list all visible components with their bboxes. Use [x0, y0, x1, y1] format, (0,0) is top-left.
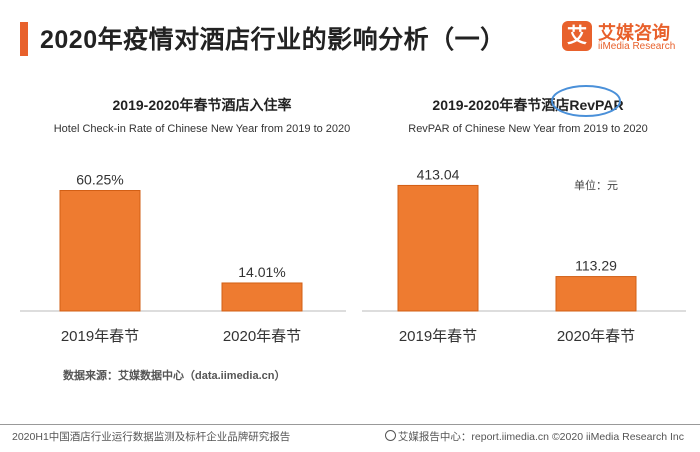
chart2-value-label-2: 113.29: [575, 258, 617, 274]
chart2-value-label-1: 413.04: [417, 166, 460, 182]
globe-icon: [384, 430, 396, 441]
chart2-title: 2019-2020年春节酒店RevPAR: [432, 97, 624, 113]
footer-credit: 艾媒报告中心：report.iimedia.cn ©2020 iiMedia R…: [384, 429, 684, 444]
logo: 艾 艾媒咨询 iiMedia Research: [562, 19, 690, 57]
footer-credit-text: 艾媒报告中心：report.iimedia.cn ©2020 iiMedia R…: [397, 431, 684, 443]
source-note: 数据来源：艾媒数据中心（data.iimedia.cn）: [63, 370, 286, 382]
chart1-value-label-2: 14.01%: [238, 264, 285, 280]
chart1-subtitle: Hotel Check-in Rate of Chinese New Year …: [53, 123, 351, 135]
chart2-bar-2: [555, 276, 637, 312]
chart1-bar-1: [59, 190, 141, 312]
page-title: 2020年疫情对酒店行业的影响分析（一）: [40, 26, 506, 54]
chart2-category-label-1: 2019年春节: [399, 328, 477, 345]
revpar-highlight-circle: [551, 85, 621, 117]
footer-divider: [0, 424, 700, 425]
chart1-category-label-1: 2019年春节: [61, 328, 139, 345]
chart1-bar-2: [221, 282, 303, 312]
footer-report-name: 2020H1中国酒店行业运行数据监测及标杆企业品牌研究报告: [12, 431, 291, 443]
unit-label: 单位：元: [574, 180, 618, 192]
chart2-bar-1: [397, 184, 479, 312]
chart2-category-label-2: 2020年春节: [557, 328, 635, 345]
chart1-category-label-2: 2020年春节: [223, 328, 301, 345]
logo-subtitle: iiMedia Research: [598, 41, 676, 52]
logo-name: 艾媒咨询: [598, 23, 670, 43]
title-accent-bar: [20, 22, 28, 56]
chart2-subtitle: RevPAR of Chinese New Year from 2019 to …: [408, 123, 648, 135]
logo-mark: 艾: [562, 21, 592, 51]
chart1-title: 2019-2020年春节酒店入住率: [112, 97, 292, 113]
chart1-value-label-1: 60.25%: [76, 172, 123, 188]
